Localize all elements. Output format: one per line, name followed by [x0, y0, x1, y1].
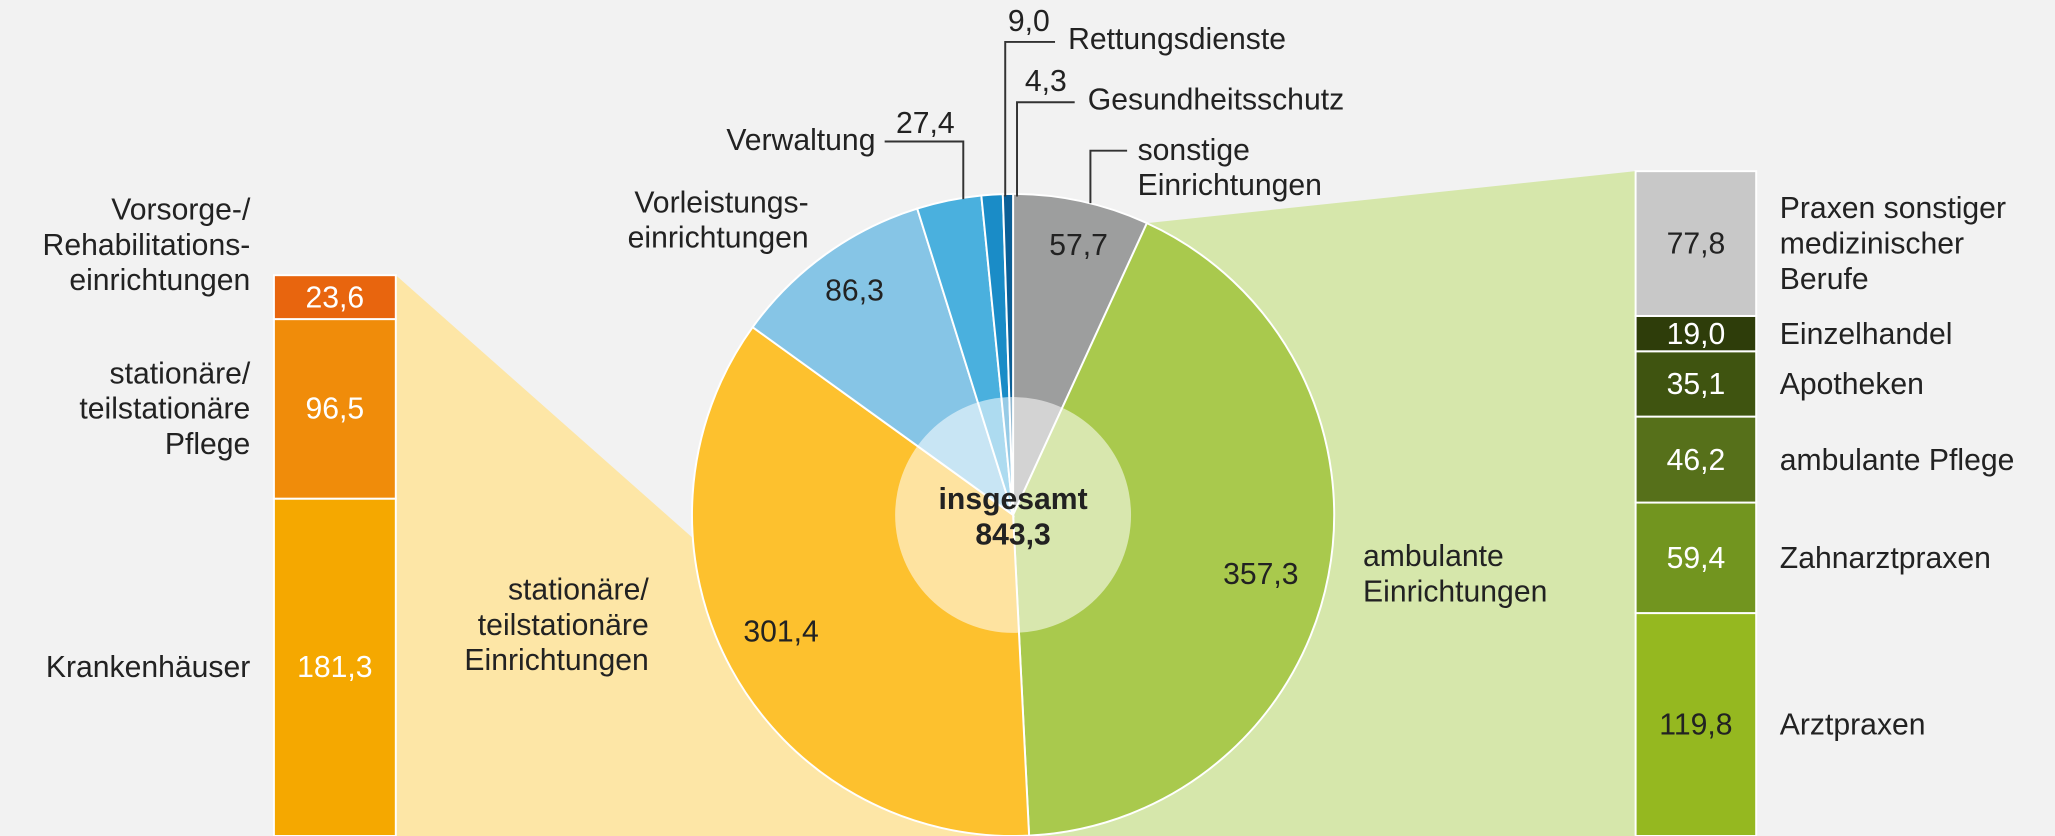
category-label: Arztpraxen [1779, 706, 1926, 741]
category-label: Vorleistungs- einrichtungen [627, 184, 809, 255]
category-label: ambulante Einrichtungen [1363, 538, 1548, 608]
leader-line [884, 140, 965, 200]
category-label: Verwaltung [726, 122, 876, 157]
value-label: 57,7 [1049, 227, 1108, 262]
category-label: stationäre/ teilstationäre Einrichtungen [464, 571, 649, 677]
category-label: Praxen sonstiger medizinischer Berufe [1779, 190, 2006, 296]
leader-line [1004, 40, 1056, 197]
value-label: 46,2 [1666, 441, 1726, 476]
value-label: 301,4 [743, 613, 819, 648]
category-label: Rettungsdienste [1068, 21, 1286, 56]
value-label: 181,3 [297, 649, 373, 684]
category-label: Gesundheitsschutz [1087, 81, 1345, 116]
bar-segment [1634, 501, 1758, 615]
category-label: Zahnarztpraxen [1779, 540, 1991, 575]
bar-segment [272, 497, 397, 836]
donut-segment [1012, 221, 1336, 836]
bars [272, 170, 1758, 836]
bar-segment [1634, 350, 1758, 418]
bar-segment [1634, 170, 1758, 317]
leader-line [1016, 101, 1075, 197]
value-label: 23,6 [305, 279, 365, 314]
value-label: 96,5 [305, 391, 365, 426]
category-label: Einzelhandel [1779, 315, 1953, 350]
leader-lines [884, 40, 1128, 204]
value-label: 9,0 [1007, 3, 1050, 38]
value-label: 86,3 [825, 273, 884, 308]
value-label: 19,0 [1666, 315, 1726, 350]
total-label: 843,3 [975, 516, 1051, 551]
donut-center [895, 397, 1132, 633]
value-label: 27,4 [895, 105, 955, 140]
value-label: 357,3 [1223, 556, 1299, 591]
value-label: 59,4 [1666, 540, 1726, 575]
bar-segment [1634, 314, 1758, 353]
donut-segment [691, 325, 1031, 836]
value-label: 4,3 [1024, 63, 1067, 98]
category-label: Vorsorge-/ Rehabilitations- einrichtunge… [42, 191, 251, 297]
category-label: stationäre/ teilstationäre Pflege [79, 355, 251, 461]
category-label: Krankenhäuser [45, 649, 251, 684]
bar-segment [1634, 612, 1758, 836]
category-label: sonstige Einrichtungen [1137, 132, 1322, 202]
value-label: 77,8 [1666, 225, 1726, 260]
leader-line [1089, 149, 1128, 204]
value-label: 119,8 [1659, 706, 1733, 741]
bar-segment [272, 274, 397, 321]
center-label: insgesamt [938, 481, 1088, 516]
donut [691, 192, 1336, 836]
value-label: 35,1 [1666, 366, 1726, 401]
category-label: ambulante Pflege [1779, 441, 2015, 476]
category-label: Apotheken [1779, 366, 1924, 401]
